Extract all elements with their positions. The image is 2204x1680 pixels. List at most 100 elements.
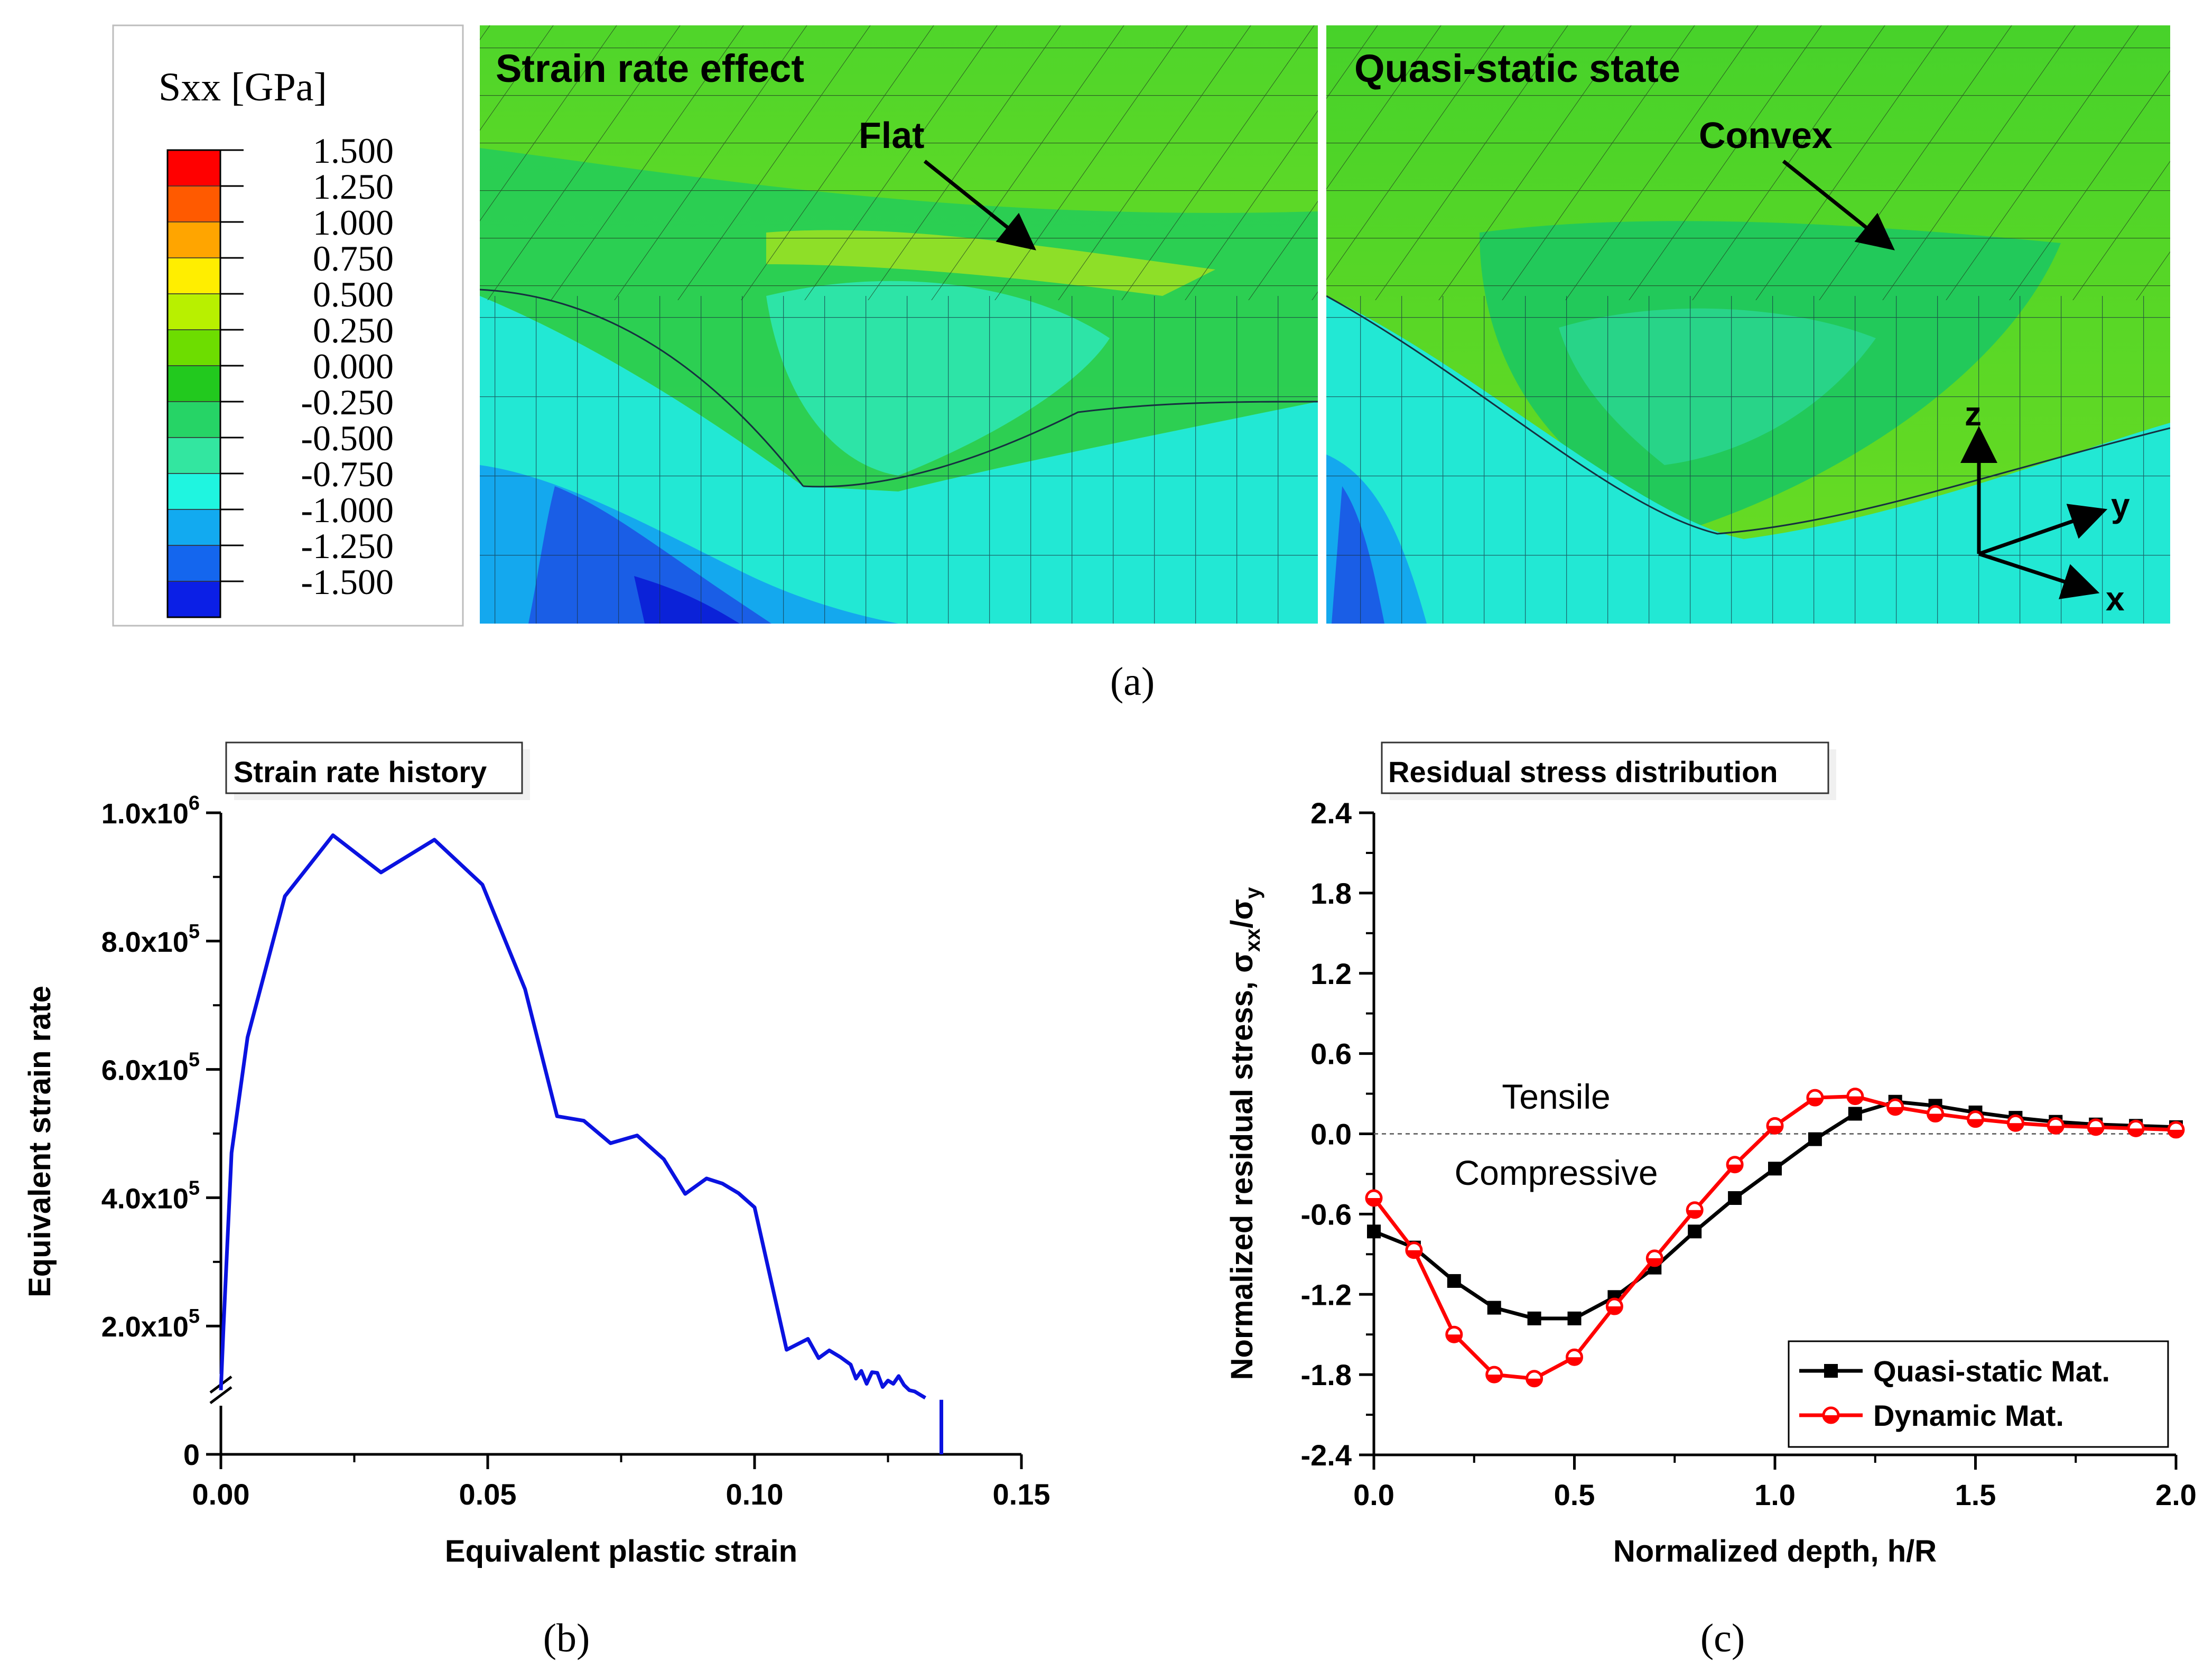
legend-swatch: [167, 257, 221, 294]
legend-marker: [1824, 1364, 1838, 1378]
legend-level-label: -1.250: [301, 526, 394, 566]
label-convex: Convex: [1699, 115, 1833, 156]
axis-z-label: z: [1965, 395, 1982, 433]
data-point-square: [1367, 1224, 1381, 1239]
legend-title: Sxx [GPa]: [159, 65, 327, 109]
data-point-half: [1446, 1334, 1462, 1342]
legend-level-label: 1.000: [313, 202, 394, 243]
data-point-half: [1366, 1198, 1381, 1205]
y-tick-label: 4.0x105: [101, 1177, 200, 1214]
legend-level-label: -0.750: [301, 454, 394, 494]
chart-title: Strain rate history: [234, 755, 487, 788]
y-tick-label: 2.0x105: [101, 1305, 200, 1343]
legend-frame: [1788, 1340, 2169, 1448]
legend-swatch: [167, 509, 221, 546]
series-line: [1372, 1094, 2177, 1381]
data-point-half: [1527, 1378, 1542, 1386]
data-point-half: [1687, 1210, 1703, 1218]
x-tick-label: 0.05: [459, 1478, 517, 1511]
data-point-half: [1486, 1375, 1502, 1382]
legend-swatch: [167, 473, 221, 510]
label-quasi-static-state: Quasi-static state: [1354, 47, 1680, 90]
caption-b: (b): [543, 1616, 590, 1660]
legend-swatch: [167, 545, 221, 582]
data-point-half: [1847, 1096, 1863, 1104]
x-tick-label: 0.10: [726, 1478, 784, 1511]
x-axis-label: Equivalent plastic strain: [445, 1534, 797, 1568]
legend-level-label: -0.500: [301, 418, 394, 458]
y-tick-label: 1.2: [1310, 957, 1352, 990]
legend-swatch: [167, 401, 221, 438]
chart-strain-rate-history: Strain rate history 0.00 0.05 0.10 0.15 0 2.0x…: [23, 741, 1050, 1568]
series-line: [219, 833, 927, 1400]
fea-render-strain-rate: [480, 25, 1318, 624]
data-point-square: [1688, 1224, 1702, 1239]
data-point-half: [1727, 1164, 1743, 1172]
legend-level-label: 0.750: [313, 238, 394, 279]
label-flat: Flat: [859, 115, 924, 156]
y-tick-label: 8.0x105: [101, 921, 200, 958]
caption-c: (c): [1700, 1616, 1745, 1660]
y-axis-label: Normalized residual stress, σxx/σy: [1225, 887, 1264, 1380]
data-point-half: [1567, 1357, 1582, 1365]
coordinate-triad: z y x: [1960, 395, 2130, 618]
y-tick-label: -0.6: [1301, 1198, 1352, 1231]
legend-swatch: [167, 221, 221, 258]
x-tick-label: 1.5: [1955, 1478, 1996, 1511]
data-point-square: [1728, 1191, 1742, 1205]
arrow-convex: [1782, 160, 1895, 250]
legend-swatch: [167, 365, 221, 402]
legend-level-label: -1.500: [301, 562, 394, 602]
chart-residual-stress: Residual stress distribution 0.0 0.5 1.0 1.5…: [1225, 741, 2197, 1568]
data-point-half: [1968, 1119, 1983, 1127]
data-point-half: [1406, 1250, 1421, 1258]
y-tick-label: -2.4: [1301, 1438, 1352, 1472]
legend-swatch: [167, 329, 221, 366]
legend-level-label: 1.500: [313, 131, 394, 171]
x-tick-label: 2.0: [2155, 1478, 2197, 1511]
arrow-flat: [923, 160, 1036, 250]
y-tick-label: 0: [183, 1438, 200, 1471]
axis-y-label: y: [2111, 486, 2130, 524]
x-tick-label: 1.0: [1754, 1478, 1796, 1511]
data-point-half: [2128, 1128, 2144, 1136]
series-legend: Quasi-static Mat. Dynamic Mat.: [1788, 1340, 2169, 1448]
y-tick-label: 0.6: [1310, 1037, 1352, 1071]
legend-label: Quasi-static Mat.: [1873, 1354, 2110, 1388]
data-point-square: [1808, 1132, 1822, 1146]
legend-bar-frame: [166, 149, 221, 618]
legend-level-label: -1.000: [301, 490, 394, 530]
x-tick-label: 0.15: [993, 1478, 1050, 1511]
color-legend: Sxx [GPa] 1.5001.2501.0000.7500.5000.250…: [112, 24, 464, 627]
data-point-half: [2169, 1129, 2184, 1137]
y-tick-label: 6.0x105: [101, 1049, 200, 1087]
legend-swatch: [167, 437, 221, 474]
data-point-half: [1607, 1306, 1622, 1314]
data-point-half: [1807, 1098, 1822, 1106]
y-axis-label: Equivalent strain rate: [23, 986, 57, 1297]
data-point-square: [1487, 1301, 1501, 1315]
panel-b: Strain rate history 0.00 0.05 0.10 0.15 0 2.0x…: [23, 741, 1050, 1660]
title-box: [225, 741, 523, 794]
data-point-half: [1768, 1126, 1782, 1134]
x-tick-label: 0.0: [1353, 1478, 1394, 1511]
data-point-half: [2048, 1126, 2063, 1134]
axis-break-mark: [209, 1386, 233, 1404]
tensile-label: Tensile: [1502, 1077, 1610, 1116]
data-point-square: [1848, 1107, 1862, 1121]
legend-level-label: 1.250: [313, 166, 394, 207]
x-axis-label: Normalized depth, h/R: [1613, 1534, 1937, 1568]
axis-x-label: x: [2106, 580, 2125, 618]
data-point-half: [1647, 1258, 1662, 1266]
data-point-half: [1928, 1113, 1943, 1121]
y-tick-label: 0.0: [1310, 1118, 1352, 1151]
legend-level-label: 0.250: [313, 310, 394, 350]
panel-c: Residual stress distribution 0.0 0.5 1.0 1.5…: [1225, 741, 2197, 1660]
y-tick-label: -1.2: [1301, 1278, 1352, 1311]
label-strain-rate-effect: Strain rate effect: [496, 47, 804, 90]
data-point-half: [1887, 1107, 1903, 1115]
data-point-half: [2088, 1127, 2104, 1135]
y-tick-label: 1.8: [1310, 877, 1352, 910]
chart-title: Residual stress distribution: [1388, 755, 1778, 788]
